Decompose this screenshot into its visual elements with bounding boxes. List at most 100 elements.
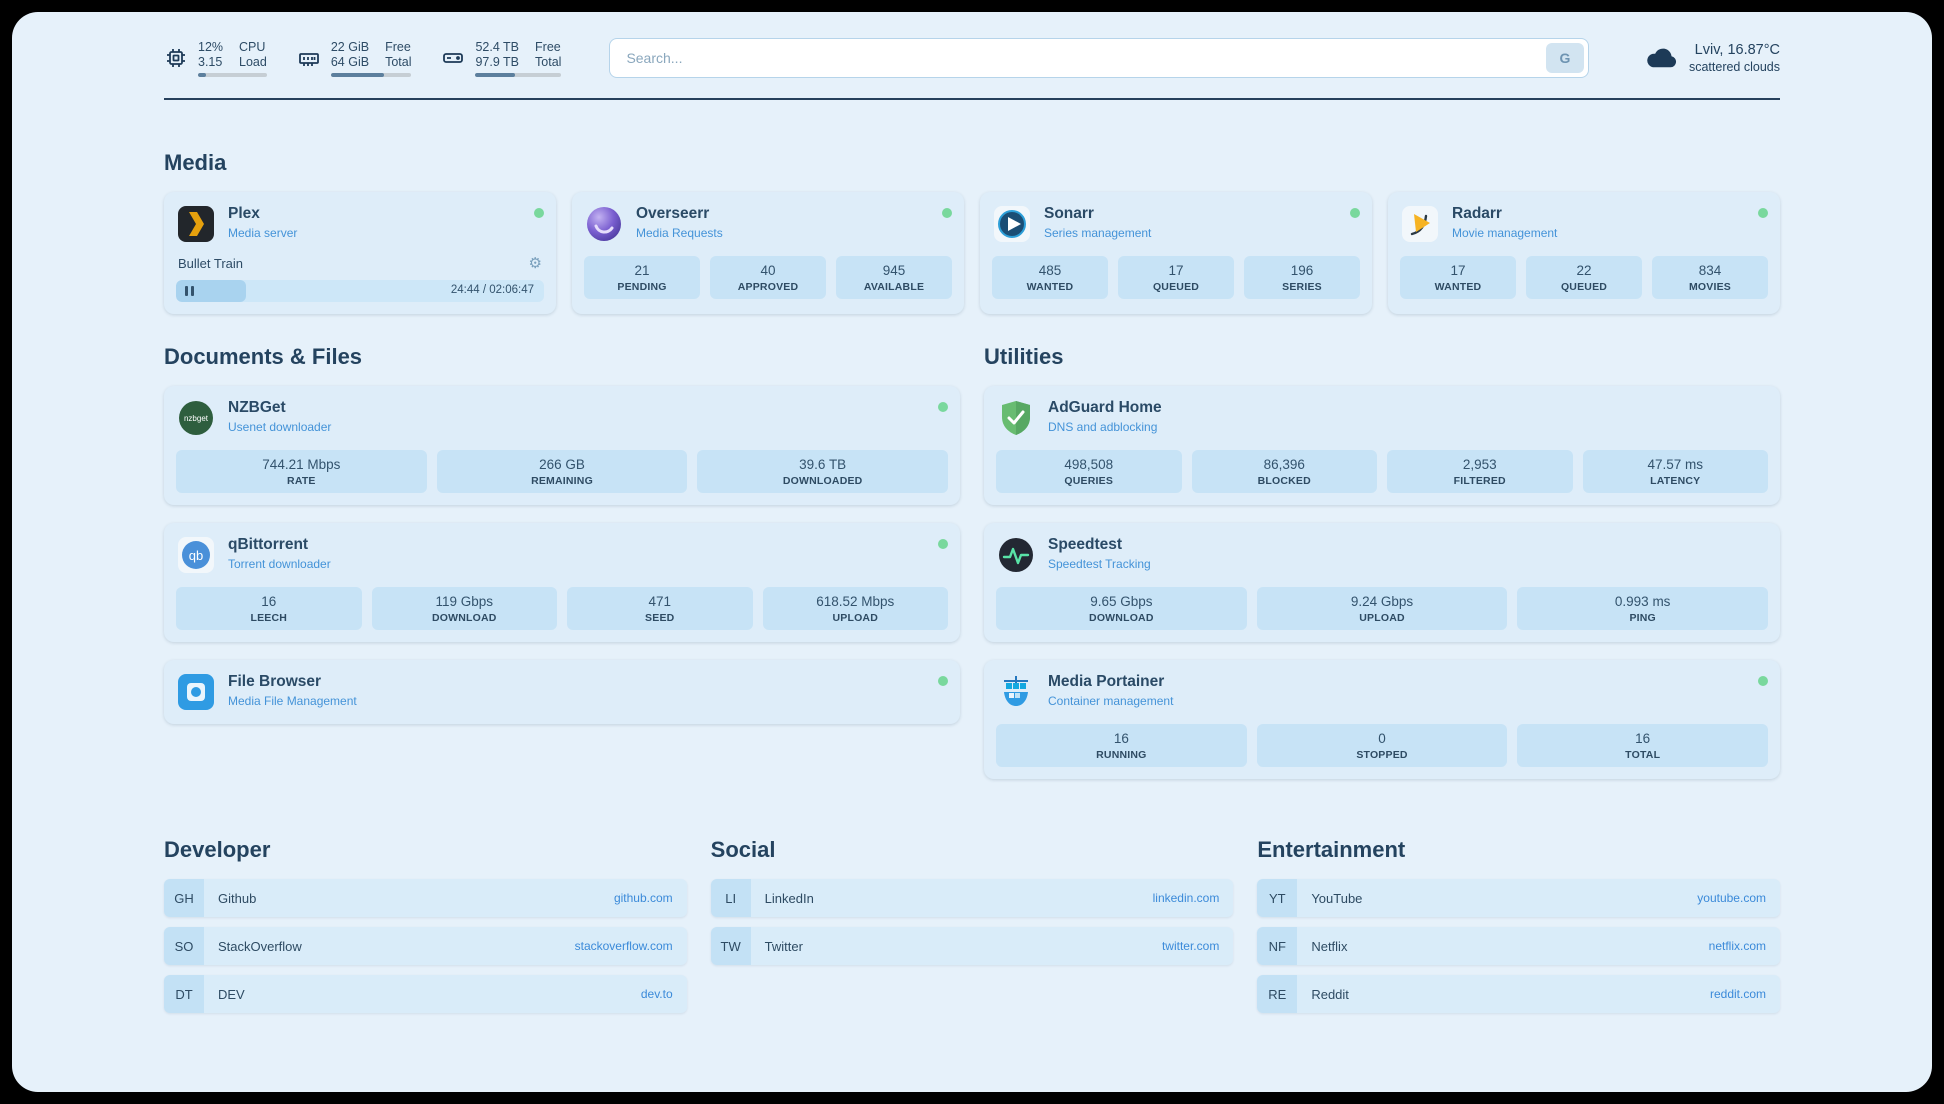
service-card-qbittorrent[interactable]: qb qBittorrent Torrent downloader 16 LEE… <box>164 523 960 642</box>
service-card-speedtest[interactable]: Speedtest Speedtest Tracking 9.65 Gbps D… <box>984 523 1780 642</box>
stat-box: 40 APPROVED <box>710 256 826 299</box>
stat-box: 16 TOTAL <box>1517 724 1769 767</box>
dashboard-panel: 12% CPU 3.15 Load 22 GiB <box>12 12 1932 1092</box>
disk-total-label: Total <box>535 54 562 69</box>
service-card-adguard[interactable]: AdGuard Home DNS and adblocking 498,508 … <box>984 386 1780 505</box>
service-name: Sonarr <box>1044 205 1094 222</box>
memory-progress-fill <box>330 72 385 77</box>
section-title-entertainment: Entertainment <box>1257 837 1406 862</box>
service-name: Plex <box>228 205 260 222</box>
service-name: qBittorrent <box>228 536 309 553</box>
pause-icon[interactable] <box>185 286 194 296</box>
bookmark-reddit[interactable]: RE Reddit reddit.com <box>1257 975 1780 1013</box>
stat-label: LATENCY <box>1650 475 1701 487</box>
bookmark-name: Twitter <box>764 938 803 954</box>
service-card-portainer[interactable]: Media Portainer Container management 16 … <box>984 660 1780 779</box>
cpu-load: 3.15 <box>198 54 223 69</box>
service-name: Overseerr <box>636 205 710 222</box>
weather-location: Lviv, 16.87°C <box>1694 42 1780 58</box>
plex-icon <box>176 204 216 244</box>
status-dot <box>534 208 544 218</box>
memory-free: 22 GiB <box>330 39 370 54</box>
service-card-overseerr[interactable]: Overseerr Media Requests 21 PENDING 40 A… <box>572 192 964 314</box>
service-subtitle: Torrent downloader <box>228 557 331 571</box>
bookmark-youtube[interactable]: YT YouTube youtube.com <box>1257 879 1780 917</box>
bookmark-name: StackOverflow <box>218 938 302 954</box>
stat-label: UPLOAD <box>832 612 879 624</box>
disk-widget: 52.4 TB Free 97.9 TB Total <box>441 39 562 77</box>
stat-label: QUEUED <box>1560 281 1608 293</box>
search-input[interactable] <box>609 38 1589 78</box>
section-title-social: Social <box>710 837 776 862</box>
stat-value: 21 <box>634 263 650 278</box>
stat-value: 39.6 TB <box>799 457 847 472</box>
service-card-filebrowser[interactable]: File Browser Media File Management <box>164 660 960 724</box>
plex-now-playing: Bullet Train ⚙ 24:44 / 02:06:47 <box>176 254 544 302</box>
stat-box: 16 LEECH <box>176 587 362 630</box>
service-card-sonarr[interactable]: Sonarr Series management 485 WANTED 17 Q… <box>980 192 1372 314</box>
stat-label: DOWNLOAD <box>1089 612 1154 624</box>
bookmark-linkedin[interactable]: LI LinkedIn linkedin.com <box>710 879 1234 917</box>
stat-value: 0 <box>1378 731 1386 746</box>
stat-value: 9.65 Gbps <box>1090 594 1153 609</box>
bookmark-abbr: NF <box>1257 927 1298 965</box>
stat-value: 485 <box>1038 263 1062 278</box>
stat-box: 945 AVAILABLE <box>836 256 952 299</box>
gear-icon[interactable]: ⚙ <box>528 255 542 272</box>
service-subtitle: Media Requests <box>636 226 723 240</box>
stat-label: BLOCKED <box>1257 475 1311 487</box>
disk-progressbar <box>475 72 562 77</box>
radarr-icon <box>1400 204 1440 244</box>
service-card-radarr[interactable]: Radarr Movie management 17 WANTED 22 QUE… <box>1388 192 1780 314</box>
topbar-divider <box>164 98 1780 100</box>
bookmark-url: linkedin.com <box>1152 891 1220 905</box>
bookmark-url: twitter.com <box>1161 939 1220 953</box>
stat-label: WANTED <box>1026 281 1074 293</box>
service-name: Media Portainer <box>1048 673 1165 690</box>
stat-box: 834 MOVIES <box>1652 256 1768 299</box>
service-card-plex[interactable]: Plex Media server Bullet Train ⚙ 24:44 /… <box>164 192 556 314</box>
stat-label: APPROVED <box>737 281 799 293</box>
section-title-developer: Developer <box>164 837 271 862</box>
now-playing-title: Bullet Train <box>178 255 244 271</box>
cpu-widget: 12% CPU 3.15 Load <box>164 40 267 77</box>
bookmark-stackoverflow[interactable]: SO StackOverflow stackoverflow.com <box>164 927 687 965</box>
stat-label: LEECH <box>250 612 288 624</box>
service-subtitle: Media server <box>228 226 298 240</box>
disk-icon <box>443 53 464 63</box>
section-documents: Documents & Files nzbget NZBGet Usenet d… <box>164 344 960 779</box>
stat-box: 744.21 Mbps RATE <box>176 450 427 493</box>
service-subtitle: Series management <box>1044 226 1152 240</box>
cpu-label: CPU <box>239 39 266 54</box>
bookmark-abbr: SO <box>164 927 204 965</box>
stat-value: 618.52 Mbps <box>816 594 895 609</box>
search-engine-button[interactable]: G <box>1545 43 1584 73</box>
bookmark-dev[interactable]: DT DEV dev.to <box>164 975 687 1013</box>
playback-progressbar[interactable]: 24:44 / 02:06:47 <box>176 280 544 302</box>
stat-label: STOPPED <box>1356 749 1408 761</box>
bookmark-github[interactable]: GH Github github.com <box>164 879 687 917</box>
stat-box: 47.57 ms LATENCY <box>1582 450 1768 493</box>
cpu-percent: 12% <box>198 39 224 54</box>
svg-text:nzbget: nzbget <box>184 414 209 423</box>
stat-label: PENDING <box>617 281 667 293</box>
service-card-nzbget[interactable]: nzbget NZBGet Usenet downloader 744.21 M… <box>164 386 960 505</box>
bookmark-twitter[interactable]: TW Twitter twitter.com <box>710 927 1234 965</box>
stat-box: 22 QUEUED <box>1526 256 1642 299</box>
disk-free-label: Free <box>535 39 561 54</box>
memory-total-label: Total <box>385 54 412 69</box>
bookmark-name: DEV <box>218 986 245 1002</box>
bookmark-netflix[interactable]: NF Netflix netflix.com <box>1257 927 1780 965</box>
stat-label: PING <box>1629 612 1656 624</box>
service-subtitle: DNS and adblocking <box>1048 420 1158 434</box>
stat-value: 744.21 Mbps <box>262 457 341 472</box>
bookmark-abbr: TW <box>710 927 751 965</box>
stat-value: 22 <box>1576 263 1592 278</box>
disk-progress-fill <box>475 72 515 77</box>
service-name: Speedtest <box>1048 536 1123 553</box>
stat-value: 16 <box>261 594 277 609</box>
stat-value: 196 <box>1290 263 1314 278</box>
service-name: NZBGet <box>228 399 286 416</box>
section-media: Media Plex Media server <box>164 150 1780 314</box>
